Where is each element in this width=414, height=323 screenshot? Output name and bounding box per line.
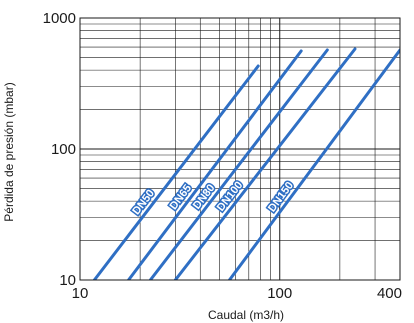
- x-tick-label: 400: [377, 285, 402, 302]
- x-tick-label: 100: [267, 285, 292, 302]
- series-line-dn80: [148, 48, 329, 280]
- series-line-dn100: [173, 47, 357, 280]
- tick-labels: 10 100 400 10 100 1000: [43, 10, 402, 302]
- y-tick-label: 100: [51, 141, 76, 158]
- series-line-dn150: [227, 48, 400, 280]
- x-tick-label: 10: [72, 285, 89, 302]
- y-axis-title: Pérdida de presión (mbar): [2, 82, 16, 221]
- series-line-dn50: [92, 64, 260, 280]
- x-axis-title: Caudal (m3/h): [208, 308, 284, 322]
- series-line-dn65: [127, 49, 303, 280]
- y-tick-label: 1000: [43, 10, 76, 27]
- plot-frame: [79, 17, 401, 281]
- y-tick-label: 10: [59, 272, 76, 289]
- grid: [80, 18, 400, 280]
